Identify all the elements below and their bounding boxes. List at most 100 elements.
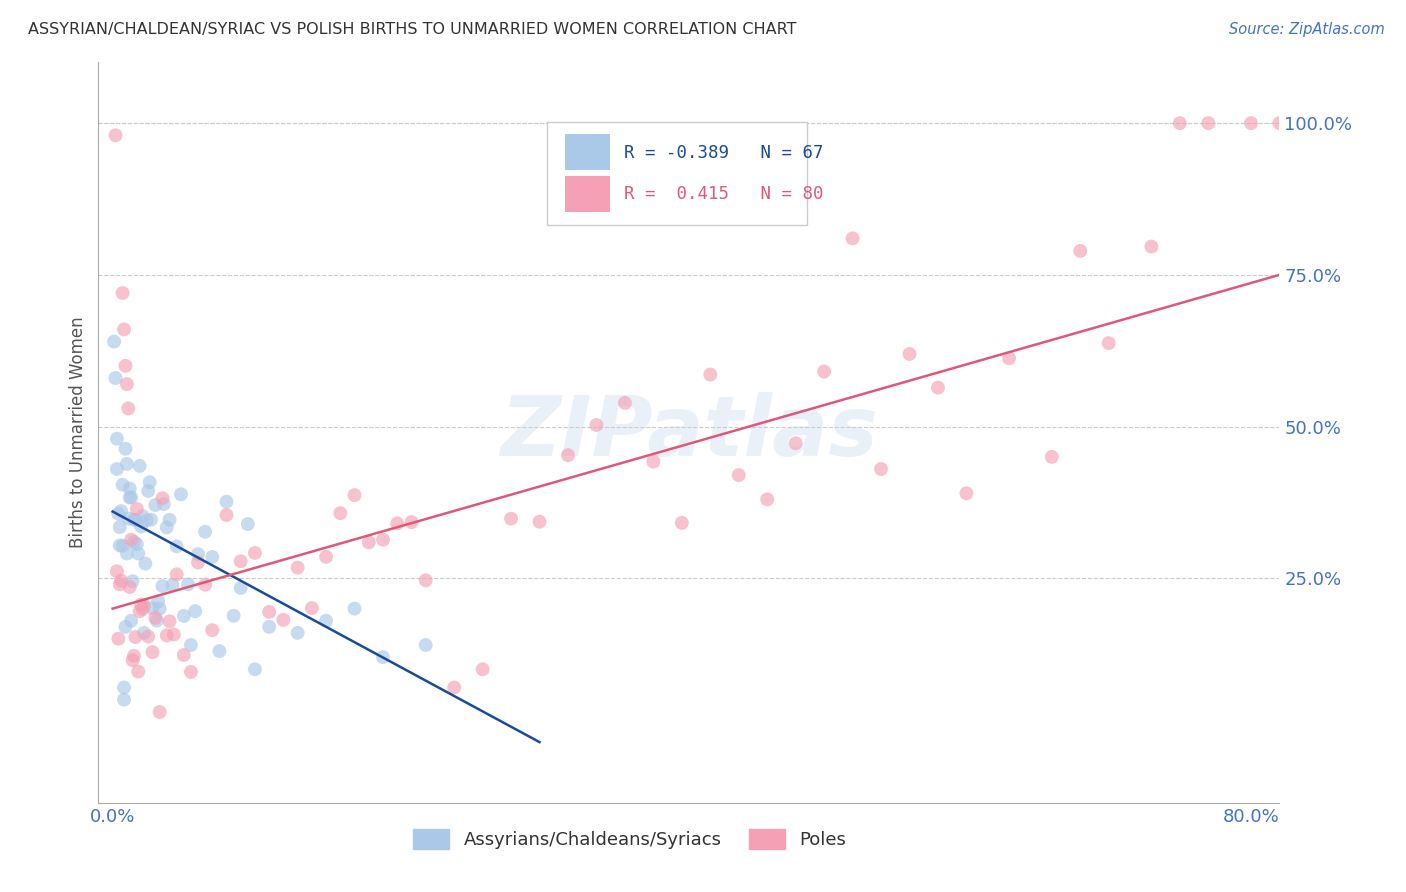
Point — [222, 608, 245, 623]
Text: ASSYRIAN/CHALDEAN/SYRIAC VS POLISH BIRTHS TO UNMARRIED WOMEN CORRELATION CHART: ASSYRIAN/CHALDEAN/SYRIAC VS POLISH BIRTH… — [28, 22, 797, 37]
Point — [343, 488, 366, 502]
Point — [108, 577, 131, 591]
Point — [1040, 450, 1063, 464]
Point — [112, 681, 135, 695]
Point — [180, 638, 202, 652]
Point — [134, 557, 156, 571]
Point — [136, 483, 159, 498]
Text: ZIPatlas: ZIPatlas — [501, 392, 877, 473]
Point — [585, 417, 607, 432]
Point — [955, 486, 977, 500]
Point — [177, 577, 200, 591]
Point — [243, 662, 266, 676]
Point — [104, 371, 127, 385]
Point — [104, 128, 127, 143]
Point — [315, 549, 337, 564]
Point — [499, 511, 522, 525]
Point — [111, 286, 134, 301]
Point — [273, 613, 295, 627]
Point — [229, 581, 252, 595]
Point — [108, 539, 131, 553]
Point — [120, 614, 142, 628]
Point — [287, 560, 309, 574]
Point — [371, 650, 394, 665]
Point — [1140, 239, 1163, 253]
Point — [156, 628, 179, 642]
Point — [105, 432, 128, 446]
Point — [115, 457, 138, 471]
Point — [343, 601, 366, 615]
Point — [141, 645, 163, 659]
Bar — [565, 177, 610, 212]
Point — [1197, 116, 1219, 130]
Point — [173, 609, 195, 624]
Point — [114, 442, 136, 456]
Point — [107, 507, 129, 521]
Point — [329, 506, 352, 520]
Bar — [565, 135, 610, 169]
Point — [107, 632, 129, 646]
Point — [927, 381, 949, 395]
Point — [813, 365, 835, 379]
Point — [613, 396, 636, 410]
Point — [898, 347, 921, 361]
Point — [173, 648, 195, 662]
Point — [671, 516, 693, 530]
Point — [1240, 116, 1263, 130]
Point — [756, 492, 779, 507]
Point — [1268, 116, 1291, 130]
Point — [124, 630, 146, 644]
Point — [998, 351, 1021, 366]
Point — [229, 554, 252, 568]
Point — [162, 578, 184, 592]
Point — [122, 648, 145, 663]
Point — [785, 436, 807, 450]
Point — [122, 534, 145, 549]
Point — [110, 574, 132, 588]
Point — [110, 504, 132, 518]
Point — [1098, 336, 1121, 351]
Point — [357, 535, 380, 549]
Point — [115, 377, 138, 392]
Point — [201, 623, 224, 637]
Point — [153, 497, 176, 511]
Point — [145, 614, 167, 628]
Point — [117, 511, 139, 525]
Point — [166, 540, 188, 554]
Point — [127, 547, 149, 561]
Point — [727, 468, 749, 483]
Point — [257, 620, 280, 634]
Point — [115, 547, 138, 561]
Point — [138, 475, 160, 490]
Point — [243, 546, 266, 560]
Point — [135, 513, 157, 527]
Point — [132, 626, 155, 640]
Point — [129, 519, 152, 533]
Point — [215, 494, 238, 508]
Point — [159, 615, 181, 629]
Point — [180, 665, 202, 679]
Point — [129, 598, 152, 612]
Point — [141, 601, 163, 615]
Point — [139, 513, 162, 527]
Point — [149, 705, 172, 719]
Point — [127, 665, 149, 679]
Point — [415, 638, 437, 652]
Point — [557, 448, 579, 462]
Point — [194, 524, 217, 539]
Point — [1324, 116, 1347, 130]
Point — [201, 549, 224, 564]
Point — [149, 601, 172, 615]
Point — [529, 515, 551, 529]
Point — [166, 567, 188, 582]
Point — [148, 594, 170, 608]
Point — [415, 574, 437, 588]
Point — [121, 653, 143, 667]
Point — [120, 533, 142, 547]
Point — [136, 630, 159, 644]
Point — [443, 681, 465, 695]
Point — [699, 368, 721, 382]
Point — [121, 574, 143, 589]
Point — [257, 605, 280, 619]
Point — [152, 579, 174, 593]
